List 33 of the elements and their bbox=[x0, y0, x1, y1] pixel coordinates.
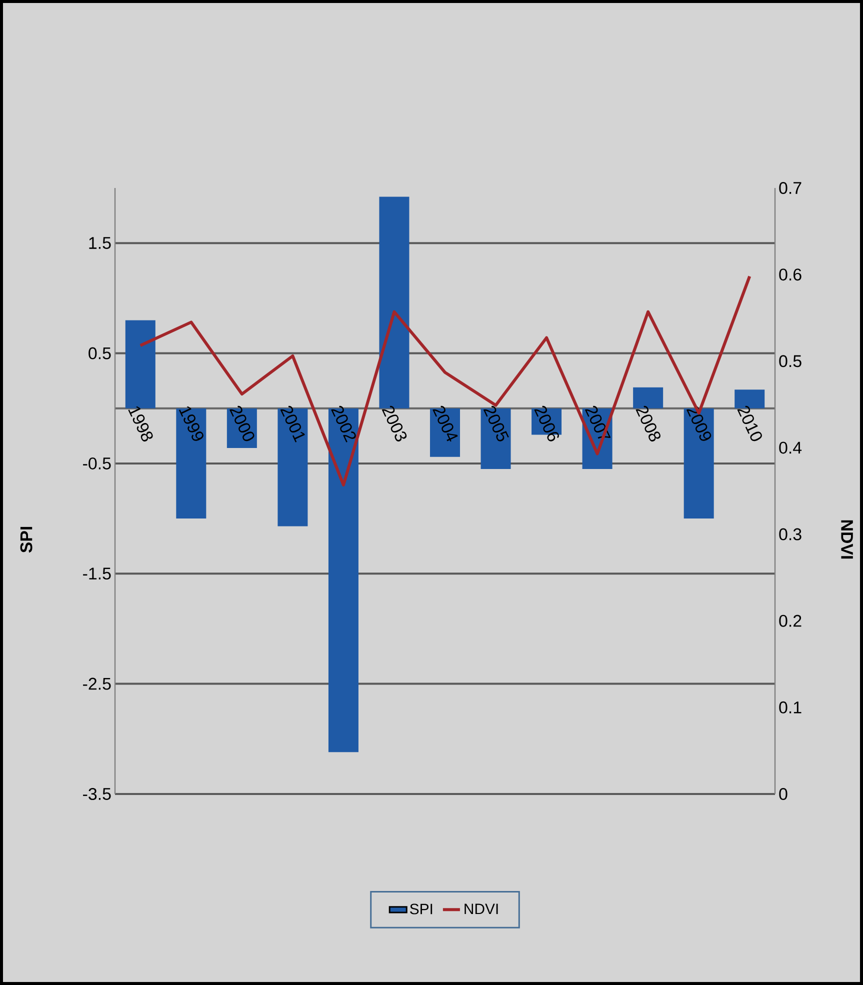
y-tick-label: -0.5 bbox=[83, 457, 111, 470]
x-tick-label: 2007 bbox=[584, 406, 611, 439]
y2-tick-label: 0.1 bbox=[779, 701, 802, 714]
y2-tick-label: 0.2 bbox=[779, 614, 802, 627]
bar bbox=[684, 408, 714, 519]
x-tick-label: 1999 bbox=[178, 406, 204, 441]
y2-tick-label: 0.5 bbox=[779, 355, 802, 368]
x-tick-label: 2006 bbox=[534, 406, 559, 442]
y-tick-label: 0.5 bbox=[88, 347, 111, 360]
bar bbox=[176, 408, 206, 519]
y-tick-label: -1.5 bbox=[83, 568, 111, 580]
x-tick-label: 2002 bbox=[331, 406, 356, 442]
x-tick-label: 2005 bbox=[483, 406, 509, 442]
y2-tick-label: 0 bbox=[779, 788, 788, 800]
y2-tick-label: 0.6 bbox=[779, 268, 802, 281]
x-tick-label: 2010 bbox=[737, 406, 762, 442]
y-axis-title: SPI bbox=[20, 526, 32, 553]
x-tick-label: 2008 bbox=[636, 406, 660, 442]
legend-label: SPI bbox=[410, 904, 432, 914]
y-tick-label: -2.5 bbox=[83, 678, 111, 690]
x-tick-label: 2000 bbox=[230, 406, 254, 442]
y-tick-label: -3.5 bbox=[83, 788, 111, 800]
x-tick-label: 2004 bbox=[432, 406, 458, 442]
x-tick-label: 2003 bbox=[382, 406, 407, 442]
y2-axis-title: NDVI bbox=[841, 520, 853, 559]
legend-label: NDVI bbox=[464, 904, 498, 914]
bar bbox=[125, 320, 156, 408]
y2-tick-label: 0.3 bbox=[779, 528, 802, 540]
y-tick-label: 1.5 bbox=[89, 237, 111, 249]
y2-tick-label: 0.7 bbox=[779, 182, 802, 194]
x-tick-label: 2001 bbox=[280, 406, 305, 442]
y2-tick-label: 0.4 bbox=[779, 442, 802, 454]
x-tick-label: 1998 bbox=[128, 406, 153, 442]
